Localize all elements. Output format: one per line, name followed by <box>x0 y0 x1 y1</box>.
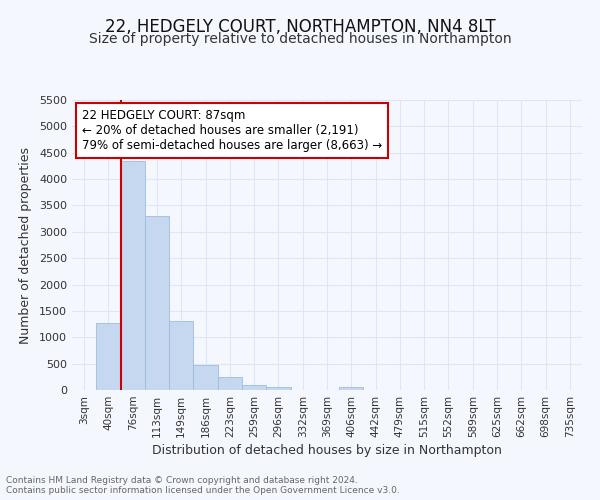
Bar <box>242 384 266 390</box>
Bar <box>193 364 218 390</box>
X-axis label: Distribution of detached houses by size in Northampton: Distribution of detached houses by size … <box>152 444 502 457</box>
Bar <box>339 386 364 390</box>
Bar <box>145 216 169 390</box>
Text: Contains HM Land Registry data © Crown copyright and database right 2024.
Contai: Contains HM Land Registry data © Crown c… <box>6 476 400 495</box>
Bar <box>169 322 193 390</box>
Y-axis label: Number of detached properties: Number of detached properties <box>19 146 32 344</box>
Bar <box>218 378 242 390</box>
Text: Size of property relative to detached houses in Northampton: Size of property relative to detached ho… <box>89 32 511 46</box>
Text: 22, HEDGELY COURT, NORTHAMPTON, NN4 8LT: 22, HEDGELY COURT, NORTHAMPTON, NN4 8LT <box>104 18 496 36</box>
Bar <box>121 160 145 390</box>
Bar <box>266 386 290 390</box>
Bar <box>96 322 121 390</box>
Text: 22 HEDGELY COURT: 87sqm
← 20% of detached houses are smaller (2,191)
79% of semi: 22 HEDGELY COURT: 87sqm ← 20% of detache… <box>82 108 382 152</box>
